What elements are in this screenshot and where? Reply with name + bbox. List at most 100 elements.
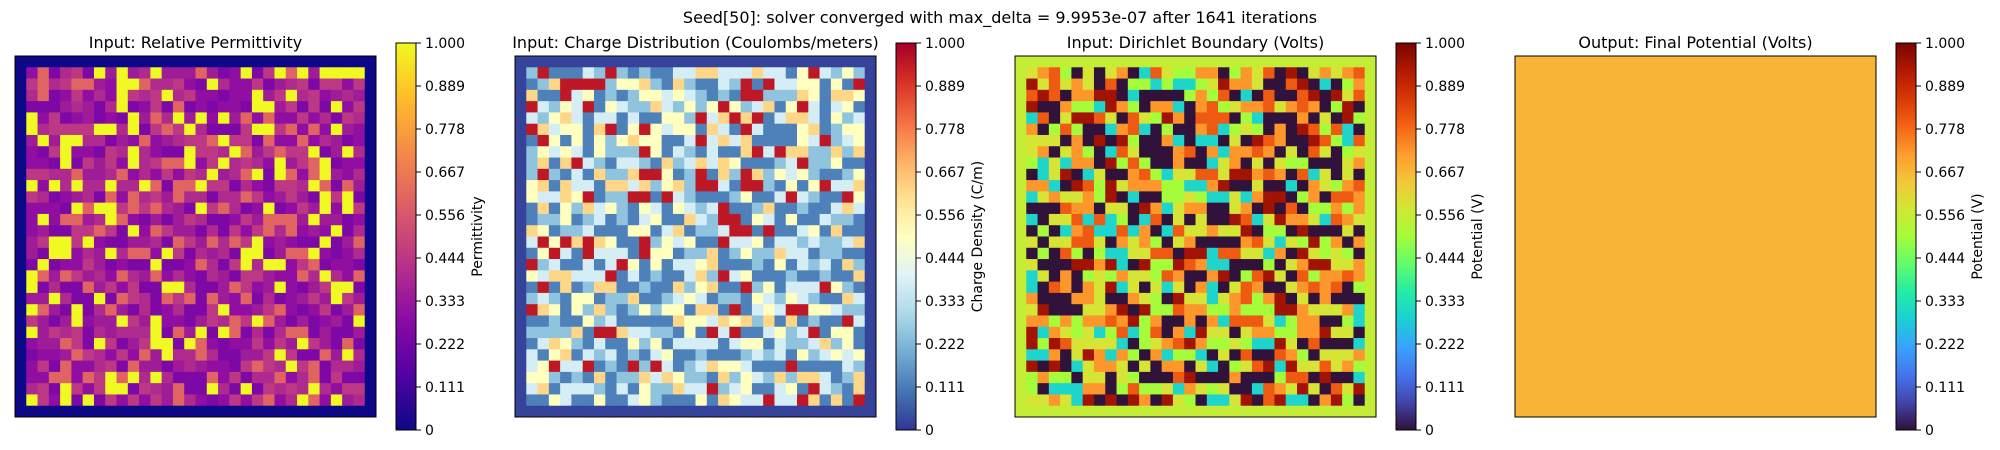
- heatmap-cell: [251, 349, 264, 362]
- heatmap-cell: [661, 259, 674, 271]
- heatmap-cell: [218, 56, 230, 68]
- heatmap-cell: [1330, 315, 1343, 328]
- heatmap-cell: [548, 123, 561, 136]
- heatmap-cell: [1116, 360, 1129, 373]
- heatmap-cell: [1195, 394, 1208, 407]
- heatmap-cell: [853, 281, 866, 294]
- heatmap-cell: [1319, 236, 1332, 249]
- heatmap-cell: [785, 225, 798, 237]
- heatmap-cell: [582, 89, 595, 102]
- heatmap-cell: [297, 292, 309, 305]
- heatmap-cell: [82, 67, 95, 80]
- heatmap-cell: [593, 225, 606, 237]
- heatmap-cell: [1060, 281, 1072, 294]
- heatmap-cell: [308, 236, 321, 249]
- heatmap-cell: [842, 247, 854, 260]
- heatmap-cell: [1274, 394, 1287, 407]
- heatmap-cell: [1263, 326, 1275, 339]
- heatmap-cell: [330, 371, 343, 384]
- heatmap-cell: [1342, 315, 1354, 328]
- heatmap-cell: [1060, 338, 1072, 350]
- heatmap-cell: [1048, 259, 1061, 271]
- heatmap-panel-3: Input: Dirichlet Boundary (Volts)00.1110…: [1014, 33, 1486, 439]
- heatmap-cell: [229, 112, 242, 125]
- heatmap-cell: [139, 213, 151, 226]
- heatmap-cell: [537, 146, 550, 159]
- heatmap-cell: [1364, 236, 1377, 249]
- heatmap-cell: [1229, 360, 1242, 373]
- heatmap-cell: [1308, 236, 1321, 249]
- heatmap-cell: [240, 259, 253, 271]
- heatmap-cell: [1330, 338, 1343, 350]
- heatmap-cell: [695, 349, 708, 362]
- heatmap-cell: [695, 101, 708, 113]
- heatmap-cell: [274, 225, 287, 237]
- heatmap-cell: [127, 281, 140, 294]
- heatmap-cell: [672, 202, 685, 215]
- heatmap-cell: [1353, 236, 1366, 249]
- heatmap-cell: [37, 123, 50, 136]
- colorbar-tick-label: 0.556: [925, 208, 965, 224]
- heatmap-cell: [1105, 315, 1118, 328]
- heatmap-cell: [1082, 112, 1095, 125]
- heatmap-cell: [1093, 213, 1106, 226]
- heatmap-cell: [1116, 383, 1129, 395]
- heatmap-cell: [1060, 191, 1072, 204]
- heatmap-cell: [515, 202, 527, 215]
- heatmap-cell: [184, 112, 196, 125]
- heatmap-cell: [593, 101, 606, 113]
- heatmap-cell: [842, 304, 854, 316]
- heatmap-cell: [571, 270, 584, 283]
- heatmap-cell: [116, 259, 129, 271]
- heatmap-cell: [1082, 213, 1095, 226]
- heatmap-cell: [684, 326, 696, 339]
- heatmap-cell: [139, 225, 151, 237]
- heatmap-cell: [740, 157, 753, 170]
- heatmap-cell: [537, 202, 550, 215]
- heatmap-cell: [1060, 315, 1072, 328]
- colorbar-tick-label: 0.889: [425, 79, 465, 95]
- heatmap-cell: [330, 247, 343, 260]
- heatmap-cell: [263, 101, 275, 113]
- heatmap-cell: [763, 56, 775, 68]
- heatmap-cell: [515, 180, 527, 192]
- heatmap-cell: [1082, 349, 1095, 362]
- heatmap-cell: [37, 315, 50, 328]
- heatmap-cell: [82, 394, 95, 407]
- heatmap-cell: [172, 213, 185, 226]
- heatmap-cell: [740, 371, 753, 384]
- heatmap-cell: [1150, 202, 1163, 215]
- heatmap-cell: [251, 191, 264, 204]
- heatmap-cell: [1342, 270, 1354, 283]
- heatmap-cell: [1082, 157, 1095, 170]
- panels: Input: Relative Permittivity00.1110.2220…: [14, 33, 1986, 439]
- heatmap-cell: [105, 338, 118, 350]
- heatmap-cell: [48, 383, 61, 395]
- heatmap-cell: [1240, 213, 1253, 226]
- heatmap-cell: [1026, 236, 1039, 249]
- heatmap-cell: [319, 394, 332, 407]
- heatmap-cell: [172, 349, 185, 362]
- heatmap-cell: [240, 89, 253, 102]
- heatmap-cell: [82, 202, 95, 215]
- heatmap-cell: [330, 191, 343, 204]
- heatmap-cell: [116, 383, 129, 395]
- heatmap-cell: [1364, 247, 1377, 260]
- heatmap-cell: [763, 247, 775, 260]
- heatmap-cell: [93, 349, 106, 362]
- heatmap-cell: [82, 338, 95, 350]
- heatmap-cell: [184, 281, 196, 294]
- heatmap-cell: [605, 134, 618, 147]
- heatmap-cell: [1319, 101, 1332, 113]
- heatmap-cell: [116, 349, 129, 362]
- heatmap-cell: [751, 304, 764, 316]
- heatmap-cell: [1263, 146, 1275, 159]
- heatmap-cell: [639, 134, 651, 147]
- heatmap-cell: [26, 202, 39, 215]
- heatmap-cell: [515, 394, 527, 407]
- heatmap-cell: [1229, 78, 1242, 91]
- heatmap-cell: [1218, 394, 1230, 407]
- heatmap-cell: [330, 112, 343, 125]
- heatmap-cell: [1172, 123, 1185, 136]
- heatmap-cell: [1240, 168, 1253, 181]
